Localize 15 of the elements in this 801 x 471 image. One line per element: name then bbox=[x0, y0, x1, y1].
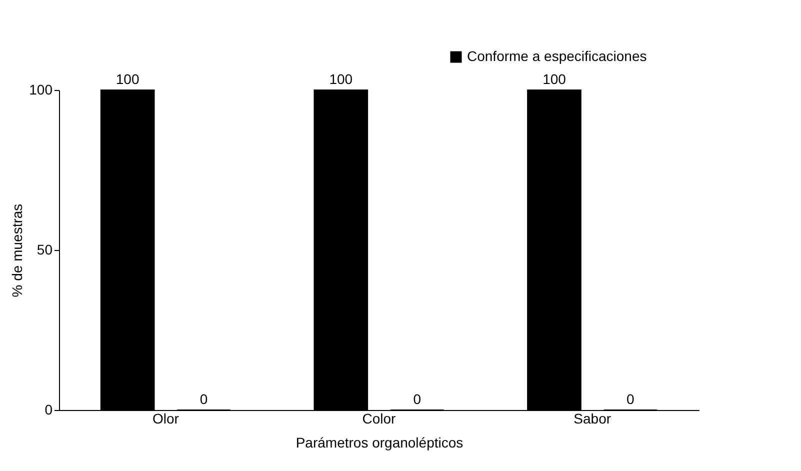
x-tick-label: Olor bbox=[152, 410, 180, 426]
data-label: 100 bbox=[116, 71, 140, 87]
y-tick-label: 100 bbox=[29, 82, 53, 98]
y-tick-label: 50 bbox=[36, 242, 53, 258]
data-label: 100 bbox=[329, 71, 353, 87]
data-label: 0 bbox=[413, 391, 422, 407]
y-axis-title: % de muestras bbox=[9, 204, 26, 298]
x-tick-label: Sabor bbox=[574, 410, 612, 426]
data-label: 0 bbox=[626, 391, 635, 407]
data-label: 100 bbox=[542, 71, 566, 87]
legend-label: Conforme a especificaciones bbox=[467, 48, 647, 64]
x-axis-title: Parámetros organolépticos bbox=[296, 434, 464, 450]
x-tick-label: Color bbox=[362, 410, 396, 426]
y-tick-label: 0 bbox=[44, 402, 53, 418]
data-label: 0 bbox=[200, 391, 208, 407]
